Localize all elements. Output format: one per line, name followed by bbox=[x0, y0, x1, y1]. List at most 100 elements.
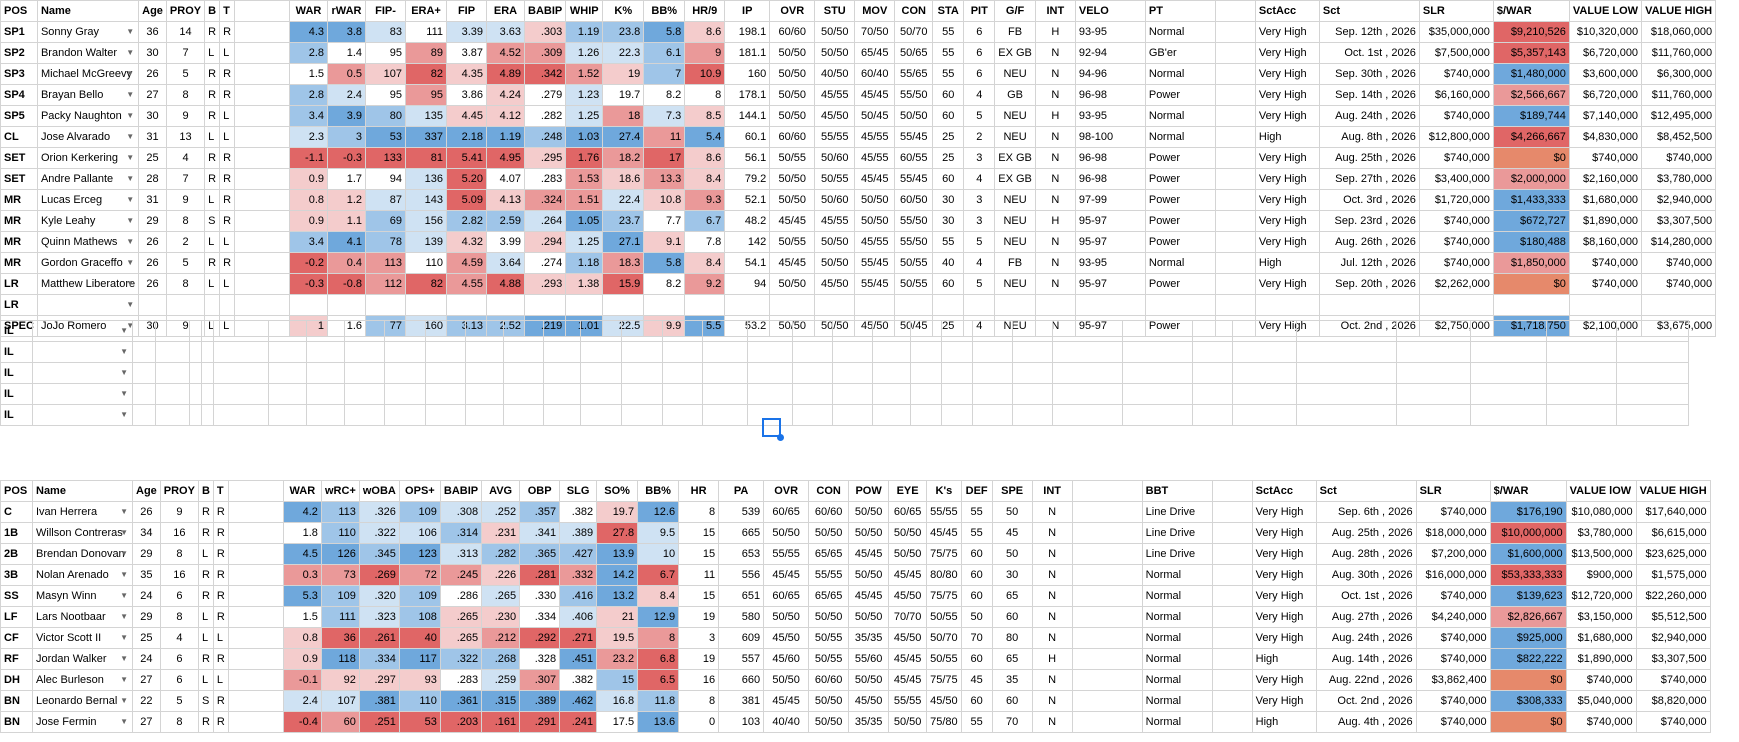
hitter-cell[interactable]: R bbox=[212, 543, 229, 565]
hitter-cell[interactable]: Alec Burleson ▼ bbox=[32, 669, 133, 691]
il-cell[interactable] bbox=[503, 404, 544, 426]
hitter-header-cell[interactable]: Name bbox=[32, 480, 133, 502]
il-cell[interactable] bbox=[910, 341, 942, 363]
il-cell[interactable] bbox=[792, 404, 833, 426]
il-cell[interactable] bbox=[1396, 341, 1471, 363]
pitcher-cell[interactable]: $3,600,000 bbox=[1568, 63, 1643, 85]
hitter-cell[interactable]: $176,190 bbox=[1489, 501, 1567, 523]
pitcher-cell[interactable] bbox=[446, 294, 488, 316]
pitcher-cell[interactable]: $8,160,000 bbox=[1568, 231, 1643, 253]
pitcher-cell[interactable]: 23.8 bbox=[602, 21, 645, 43]
pitcher-cell[interactable]: 18.3 bbox=[602, 252, 645, 274]
pitcher-cell[interactable]: 50/50 bbox=[814, 21, 856, 43]
pitcher-cell[interactable]: N bbox=[1034, 84, 1076, 106]
pitcher-cell[interactable]: Power bbox=[1144, 210, 1216, 232]
hitter-cell[interactable]: 34 bbox=[132, 522, 161, 544]
hitter-cell[interactable] bbox=[227, 585, 284, 607]
pitcher-cell[interactable]: 97-99 bbox=[1074, 189, 1146, 211]
hitter-cell[interactable]: 45/50 bbox=[888, 627, 928, 649]
pitcher-header-cell[interactable]: CON bbox=[894, 0, 934, 22]
pitcher-cell[interactable]: 83 bbox=[365, 21, 407, 43]
pitcher-cell[interactable]: 26 bbox=[138, 252, 167, 274]
pitcher-cell[interactable]: 98-100 bbox=[1074, 126, 1146, 148]
pitcher-cell[interactable]: 3.63 bbox=[486, 21, 526, 43]
pitcher-cell[interactable]: 160 bbox=[724, 63, 771, 85]
hitter-cell[interactable]: .161 bbox=[481, 711, 521, 733]
pitcher-cell[interactable]: 55/45 bbox=[894, 126, 934, 148]
il-cell[interactable] bbox=[503, 383, 544, 405]
pitcher-cell[interactable]: N bbox=[1034, 147, 1076, 169]
pitcher-cell[interactable]: 2.18 bbox=[446, 126, 488, 148]
hitter-cell[interactable] bbox=[227, 543, 284, 565]
hitter-cell[interactable]: Leonardo Bernal ▼ bbox=[32, 690, 133, 712]
dropdown-arrow-icon[interactable]: ▼ bbox=[120, 410, 128, 419]
hitter-header-cell[interactable]: PROY bbox=[159, 480, 199, 502]
pitcher-cell[interactable]: 8.2 bbox=[643, 84, 686, 106]
hitter-header-cell[interactable]: VALUE HIGH bbox=[1635, 480, 1711, 502]
pitcher-cell[interactable]: Very High bbox=[1254, 168, 1320, 190]
il-cell[interactable] bbox=[189, 383, 202, 405]
hitter-cell[interactable]: 0.9 bbox=[282, 648, 322, 670]
pitcher-cell[interactable]: 7 bbox=[165, 42, 206, 64]
pitcher-cell[interactable]: Oct. 3rd , 2026 bbox=[1318, 189, 1420, 211]
pitcher-cell[interactable]: 55/55 bbox=[814, 126, 856, 148]
pitcher-cell[interactable]: 139 bbox=[405, 231, 448, 253]
pitcher-cell[interactable]: R bbox=[219, 252, 236, 274]
il-cell[interactable] bbox=[155, 404, 190, 426]
pitcher-cell[interactable] bbox=[289, 294, 329, 316]
pitcher-cell[interactable]: $7,140,000 bbox=[1568, 105, 1643, 127]
hitter-cell[interactable]: $7,200,000 bbox=[1415, 543, 1491, 565]
pitcher-cell[interactable]: 60/40 bbox=[854, 63, 896, 85]
pitcher-cell[interactable]: 50/50 bbox=[769, 63, 816, 85]
hitter-cell[interactable]: $900,000 bbox=[1565, 564, 1637, 586]
hitter-cell[interactable] bbox=[227, 711, 284, 733]
hitter-cell[interactable]: .283 bbox=[439, 669, 483, 691]
pitcher-cell[interactable] bbox=[1144, 294, 1216, 316]
pitcher-cell[interactable]: 48.2 bbox=[724, 210, 771, 232]
il-cell[interactable] bbox=[941, 362, 973, 384]
pitcher-cell[interactable]: 50/50 bbox=[814, 231, 856, 253]
pitcher-cell[interactable]: 45/45 bbox=[854, 84, 896, 106]
il-cell[interactable]: IL bbox=[0, 362, 33, 384]
il-cell[interactable] bbox=[580, 383, 622, 405]
pitcher-cell[interactable]: 4.12 bbox=[486, 105, 526, 127]
il-cell[interactable] bbox=[155, 320, 190, 342]
hitter-cell[interactable]: Victor Scott II ▼ bbox=[32, 627, 133, 649]
pitcher-cell[interactable] bbox=[1492, 294, 1570, 316]
pitcher-cell[interactable]: 95-97 bbox=[1074, 231, 1146, 253]
hitter-header-cell[interactable]: BBT bbox=[1141, 480, 1213, 502]
pitcher-cell[interactable] bbox=[1214, 252, 1256, 274]
il-cell[interactable] bbox=[832, 404, 873, 426]
hitter-cell[interactable]: 55/55 bbox=[763, 543, 810, 565]
pitcher-cell[interactable]: High bbox=[1254, 126, 1320, 148]
hitter-cell[interactable]: .241 bbox=[559, 711, 598, 733]
hitter-cell[interactable]: .334 bbox=[519, 606, 561, 628]
pitcher-cell[interactable]: Lucas Erceg ▼ bbox=[36, 189, 140, 211]
pitcher-cell[interactable]: 60 bbox=[932, 105, 965, 127]
pitcher-cell[interactable]: Sep. 20th , 2026 bbox=[1318, 273, 1420, 295]
pitcher-cell[interactable]: 95-97 bbox=[1074, 273, 1146, 295]
il-cell[interactable] bbox=[1232, 320, 1297, 342]
hitter-cell[interactable] bbox=[1071, 501, 1143, 523]
hitter-cell[interactable]: .322 bbox=[358, 522, 400, 544]
pitcher-cell[interactable]: 1.7 bbox=[327, 168, 367, 190]
pitcher-cell[interactable]: 13 bbox=[165, 126, 206, 148]
hitter-cell[interactable] bbox=[1211, 564, 1253, 586]
pitcher-cell[interactable]: R bbox=[219, 63, 236, 85]
pitcher-cell[interactable]: 0.5 bbox=[327, 63, 367, 85]
hitter-cell[interactable]: $17,640,000 bbox=[1635, 501, 1711, 523]
hitter-cell[interactable]: .357 bbox=[519, 501, 561, 523]
hitter-cell[interactable]: 45/45 bbox=[888, 564, 928, 586]
hitter-header-cell[interactable]: AVG bbox=[481, 480, 521, 502]
il-cell[interactable] bbox=[941, 320, 973, 342]
pitcher-cell[interactable]: $2,566,667 bbox=[1492, 84, 1570, 106]
pitcher-cell[interactable]: 4.89 bbox=[486, 63, 526, 85]
pitcher-cell[interactable]: Packy Naughton ▼ bbox=[36, 105, 140, 127]
pitcher-cell[interactable] bbox=[365, 294, 407, 316]
hitter-cell[interactable]: 0 bbox=[678, 711, 720, 733]
pitcher-cell[interactable]: SP5 bbox=[0, 105, 38, 127]
pitcher-cell[interactable]: 1.51 bbox=[565, 189, 604, 211]
pitcher-cell[interactable] bbox=[994, 294, 1036, 316]
hitter-cell[interactable]: .361 bbox=[439, 690, 483, 712]
il-cell[interactable] bbox=[872, 404, 911, 426]
